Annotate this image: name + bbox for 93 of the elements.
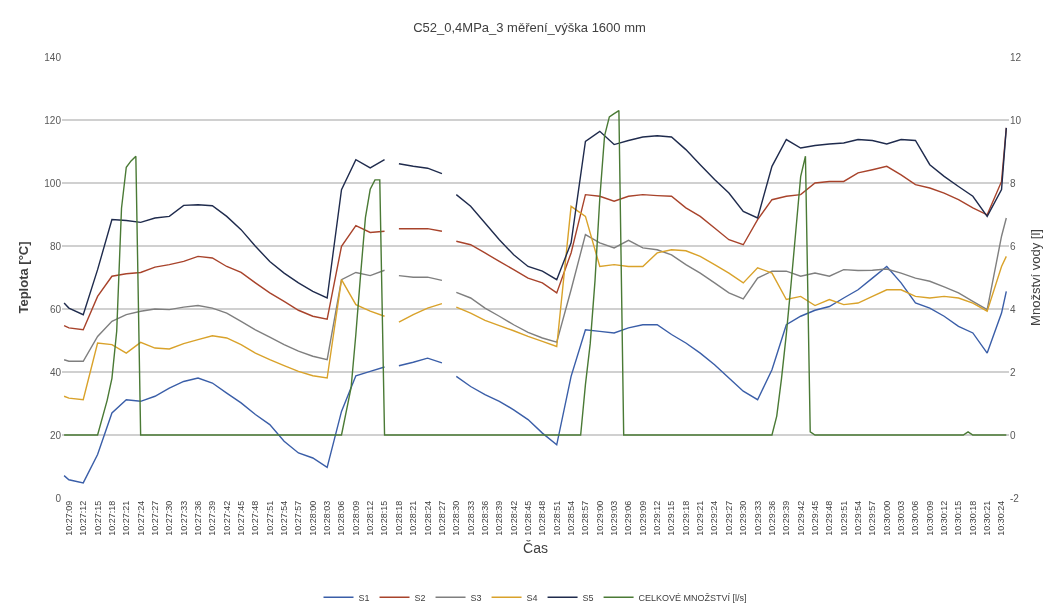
x-tick-label: 10:29:00 <box>594 500 605 536</box>
x-tick-label: 10:28:21 <box>408 500 419 536</box>
y2-tick-label: -2 <box>1010 492 1020 504</box>
x-tick-label: 10:28:39 <box>494 500 505 536</box>
x-tick-label: 10:29:36 <box>766 500 777 536</box>
line-series <box>63 109 1008 436</box>
x-tick-label: 10:27:57 <box>293 500 304 536</box>
x-tick-label: 10:27:30 <box>164 500 175 536</box>
y2-tick-label: 6 <box>1010 240 1016 252</box>
legend-label: S5 <box>582 592 594 603</box>
x-tick-label: 10:30:06 <box>910 500 921 536</box>
x-tick-label: 10:28:24 <box>422 500 433 536</box>
y-tick-label: 0 <box>55 492 62 504</box>
x-tick-label: 10:28:36 <box>479 500 490 536</box>
y2-tick-label: 10 <box>1010 114 1022 126</box>
y-tick-label: 20 <box>49 429 62 441</box>
x-tick-label: 10:27:39 <box>207 500 218 536</box>
y-tick-label: 100 <box>44 177 62 189</box>
x-tick-label: 10:30:03 <box>896 500 907 536</box>
y2-tick-label: 8 <box>1010 177 1016 189</box>
y2-axis-title: Množství vody [l] <box>1028 229 1044 326</box>
x-tick-label: 10:28:15 <box>379 500 390 536</box>
x-tick-label: 10:29:09 <box>637 500 648 536</box>
x-tick-label: 10:27:54 <box>279 500 290 536</box>
x-tick-label: 10:28:42 <box>508 500 519 536</box>
x-tick-label: 10:29:03 <box>609 500 620 536</box>
x-tick-label: 10:29:57 <box>867 500 878 536</box>
y2-tick-label: 0 <box>1010 429 1016 441</box>
x-tick-label: 10:29:24 <box>709 500 720 536</box>
x-tick-label: 10:27:21 <box>121 500 132 536</box>
x-tick-label: 10:27:27 <box>149 500 160 536</box>
x-tick-label: 10:28:27 <box>436 500 447 536</box>
x-axis-title: Čas <box>523 540 548 557</box>
x-tick-label: 10:29:45 <box>809 500 820 536</box>
y2-tick-label: 4 <box>1010 303 1016 315</box>
x-tick-label: 10:29:33 <box>752 500 763 536</box>
x-tick-label: 10:29:27 <box>723 500 734 536</box>
x-tick-label: 10:28:30 <box>451 500 462 536</box>
x-tick-label: 10:29:51 <box>838 500 849 536</box>
x-tick-label: 10:27:18 <box>106 500 117 536</box>
x-tick-label: 10:29:12 <box>652 500 663 536</box>
legend-label: CELKOVÉ MNOŽSTVÍ [l/s] <box>638 592 747 603</box>
legend-label: S1 <box>358 592 370 603</box>
y-tick-label: 40 <box>49 366 62 378</box>
x-tick-label: 10:30:09 <box>924 500 935 536</box>
legend-label: S4 <box>526 592 538 603</box>
x-tick-label: 10:28:00 <box>307 500 318 536</box>
x-tick-label: 10:28:09 <box>350 500 361 536</box>
y-tick-label: 60 <box>49 303 62 315</box>
x-tick-label: 10:27:48 <box>250 500 261 536</box>
x-tick-label: 10:28:06 <box>336 500 347 536</box>
y-axis-title: Teplota [°C] <box>16 241 32 314</box>
x-tick-label: 10:29:21 <box>695 500 706 536</box>
x-tick-label: 10:29:18 <box>680 500 691 536</box>
chart-title: C52_0,4MPa_3 měření_výška 1600 mm <box>413 20 646 35</box>
x-tick-label: 10:28:03 <box>322 500 333 536</box>
x-tick-label: 10:29:39 <box>781 500 792 536</box>
x-tick-label: 10:27:09 <box>63 500 74 536</box>
x-tick-label: 10:30:12 <box>939 500 950 536</box>
x-tick-label: 10:29:54 <box>852 500 863 536</box>
x-tick-label: 10:30:21 <box>982 500 993 536</box>
x-tick-label: 10:29:30 <box>738 500 749 536</box>
x-tick-label: 10:28:33 <box>465 500 476 536</box>
x-tick-label: 10:30:15 <box>953 500 964 536</box>
legend-label: S3 <box>470 592 482 603</box>
x-tick-label: 10:28:45 <box>522 500 533 536</box>
x-tick-label: 10:30:24 <box>996 500 1007 536</box>
x-tick-label: 10:27:42 <box>221 500 232 536</box>
x-tick-label: 10:30:18 <box>967 500 978 536</box>
x-tick-label: 10:28:18 <box>393 500 404 536</box>
legend-label: S2 <box>414 592 426 603</box>
x-tick-label: 10:28:51 <box>551 500 562 536</box>
x-tick-label: 10:27:33 <box>178 500 189 536</box>
x-tick-label: 10:29:42 <box>795 500 806 536</box>
y-tick-label: 120 <box>44 114 62 126</box>
x-tick-label: 10:28:12 <box>365 500 376 536</box>
y-tick-label: 80 <box>49 240 62 252</box>
y2-tick-label: 12 <box>1010 51 1022 63</box>
x-tick-label: 10:29:48 <box>824 500 835 536</box>
x-tick-label: 10:27:51 <box>264 500 275 536</box>
x-tick-label: 10:28:54 <box>566 500 577 536</box>
x-tick-label: 10:28:57 <box>580 500 591 536</box>
x-tick-label: 10:27:15 <box>92 500 103 536</box>
y-tick-label: 140 <box>44 51 62 63</box>
x-tick-label: 10:27:36 <box>192 500 203 536</box>
y2-tick-label: 2 <box>1010 366 1016 378</box>
x-tick-label: 10:27:45 <box>236 500 246 536</box>
x-tick-label: 10:29:15 <box>666 500 677 536</box>
x-tick-label: 10:29:06 <box>623 500 634 536</box>
x-tick-label: 10:27:24 <box>135 500 146 536</box>
x-tick-label: 10:30:00 <box>881 500 892 536</box>
x-tick-label: 10:28:48 <box>537 500 548 536</box>
x-tick-label: 10:27:12 <box>78 500 89 536</box>
